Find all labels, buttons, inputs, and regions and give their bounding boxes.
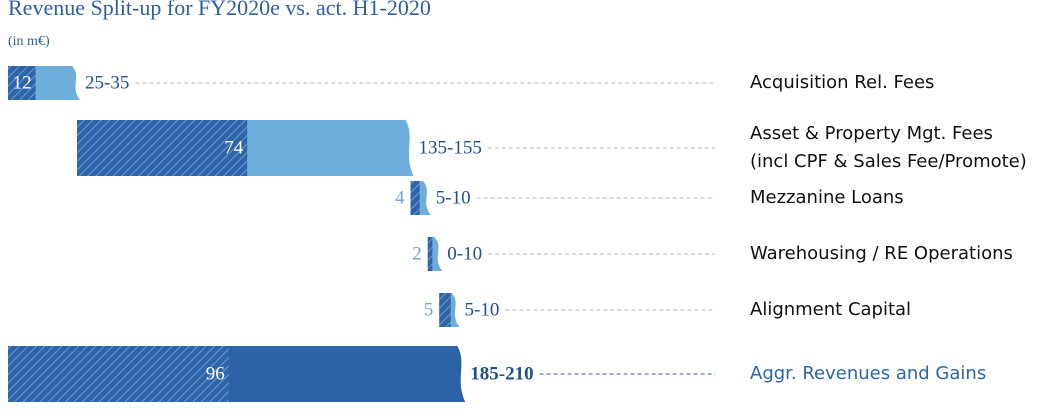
category-label: (incl CPF & Sales Fee/Promote) bbox=[750, 151, 1027, 172]
actual-bar bbox=[427, 237, 433, 271]
range-label: 0-10 bbox=[447, 243, 482, 264]
range-label: 25-35 bbox=[85, 72, 129, 93]
category-label: Aggr. Revenues and Gains bbox=[750, 363, 986, 384]
value-label: 5 bbox=[424, 299, 434, 320]
actual-bar bbox=[410, 181, 420, 215]
value-label: 2 bbox=[412, 243, 422, 264]
range-label: 5-10 bbox=[436, 187, 471, 208]
unit-label: (in m€) bbox=[8, 34, 50, 49]
value-label: 96 bbox=[206, 363, 225, 384]
actual-bar bbox=[8, 346, 229, 402]
value-label: 4 bbox=[395, 187, 405, 208]
actual-bar bbox=[8, 66, 36, 100]
range-label: 185-210 bbox=[470, 363, 533, 384]
category-label: Warehousing / RE Operations bbox=[750, 243, 1013, 264]
category-label: Asset & Property Mgt. Fees bbox=[750, 123, 993, 144]
actual-bar bbox=[77, 120, 248, 176]
chart-title: Revenue Split-up for FY2020e vs. act. H1… bbox=[8, 0, 431, 20]
range-label: 5-10 bbox=[465, 299, 500, 320]
range-label: 135-155 bbox=[419, 137, 482, 158]
category-label: Mezzanine Loans bbox=[750, 187, 904, 208]
value-label: 12 bbox=[13, 72, 32, 93]
value-label: 74 bbox=[224, 137, 244, 158]
category-label: Alignment Capital bbox=[750, 299, 911, 320]
actual-bar bbox=[439, 293, 451, 327]
category-label: Acquisition Rel. Fees bbox=[750, 72, 934, 93]
